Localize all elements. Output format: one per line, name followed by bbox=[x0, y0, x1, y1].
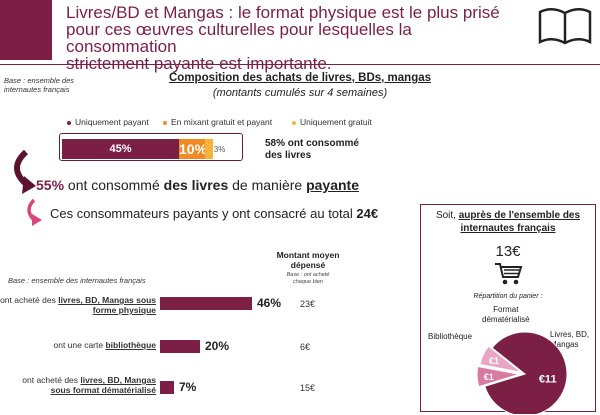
composition-title: Composition des achats de livres, BDs, m… bbox=[168, 72, 432, 84]
repartition-label: Répartition du panier : bbox=[473, 293, 543, 300]
hbar-0 bbox=[160, 297, 252, 310]
mean-value-2: 15€ bbox=[300, 383, 316, 393]
composition-subtitle: (montants cumulés sur 4 semaines) bbox=[212, 87, 388, 99]
hbar-label-0: 46% bbox=[257, 296, 282, 310]
pie-value-1: €1 bbox=[484, 372, 494, 382]
row-label-physique: ont acheté des livres, BD, Mangas sous f… bbox=[0, 295, 156, 315]
pie-slice-2 bbox=[479, 345, 522, 373]
mean-value-0: 23€ bbox=[300, 299, 316, 309]
curved-arrow-icon bbox=[14, 149, 36, 194]
mean-header: Montant moyen dépensé bbox=[276, 250, 340, 270]
stat-58: 58% ont consommé des livres bbox=[265, 138, 359, 161]
cart-icon bbox=[495, 263, 523, 285]
legend-item-mixte: En mixant gratuit et payant bbox=[163, 117, 272, 127]
mean-value-1: 6€ bbox=[300, 342, 311, 352]
pie-label-bibliotheque: Bibliothèque bbox=[428, 332, 473, 341]
stacked-seg-0: 45% bbox=[62, 139, 179, 159]
base-note-bottom: Base : ensemble des internautes français bbox=[8, 276, 146, 285]
page-title: Livres/BD et Mangas : le format physique… bbox=[66, 3, 500, 73]
total-line: Ces consommateurs payants y ont consacré… bbox=[50, 206, 379, 221]
base-note-top: Base : ensemble des internautes français bbox=[4, 76, 75, 94]
stat-55: 55% ont consommé des livres de manière p… bbox=[36, 177, 359, 193]
header-accent-bar bbox=[0, 0, 52, 60]
curved-arrow-icon bbox=[27, 198, 42, 226]
row-label-dematerialise: ont acheté des livres, BD, Mangas sous f… bbox=[22, 375, 156, 395]
pie-value-0: €11 bbox=[539, 373, 557, 385]
stacked-bar-frame bbox=[59, 133, 243, 161]
stacked-seg-1: 10% bbox=[179, 139, 208, 159]
row-label-bibliotheque: ont une carte bibliothèque bbox=[53, 340, 156, 350]
header-divider bbox=[0, 64, 600, 65]
pie-label-format: Format dématérialisé bbox=[482, 305, 530, 324]
hbar-2 bbox=[160, 381, 174, 394]
legend-item-gratuit: Uniquement gratuit bbox=[292, 117, 372, 127]
book-icon bbox=[538, 8, 592, 45]
pie-value-2: €1 bbox=[489, 356, 499, 366]
hbar-label-2: 7% bbox=[179, 380, 197, 394]
pie-label-livres: Livres, BD, Mangas bbox=[550, 330, 590, 349]
hbar-1 bbox=[160, 340, 200, 353]
stacked-seg-2 bbox=[205, 139, 213, 159]
pie-slice-1 bbox=[476, 365, 520, 388]
pie-chart: €11 €1 €1 bbox=[476, 331, 568, 414]
mean-base-note: Base : ont acheté chaque bien bbox=[286, 272, 330, 285]
pie-slice-0 bbox=[484, 331, 568, 414]
legend-item-payant: Uniquement payant bbox=[67, 117, 149, 127]
side-amount: 13€ bbox=[495, 243, 521, 260]
stacked-label-2: 3% bbox=[213, 145, 226, 154]
hbar-label-1: 20% bbox=[205, 339, 230, 353]
side-title: Soit, auprès de l'ensemble des internaut… bbox=[435, 210, 581, 234]
